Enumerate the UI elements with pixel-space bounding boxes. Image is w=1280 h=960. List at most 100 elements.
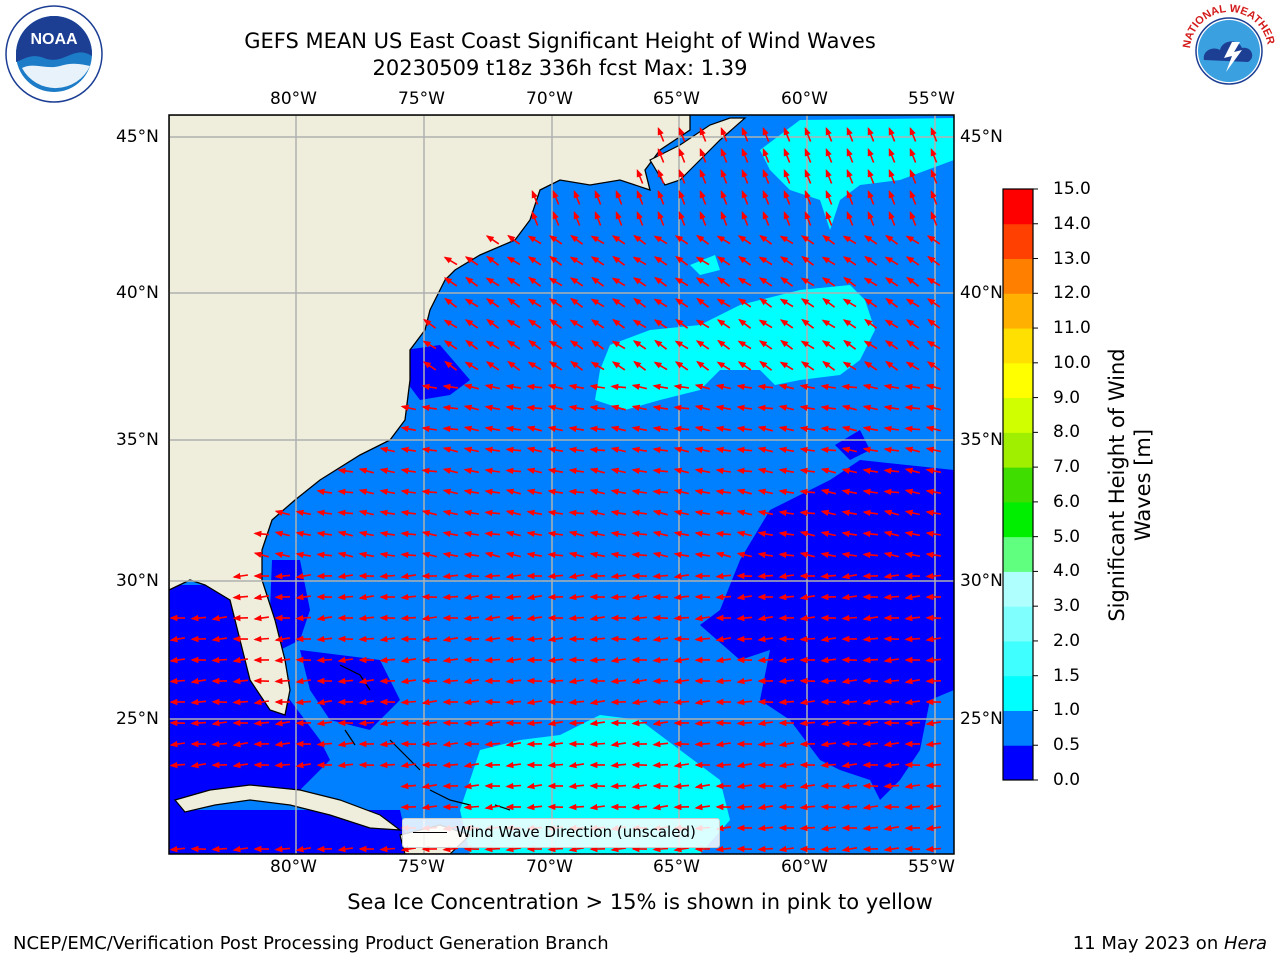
wind-wave-arrow [778, 845, 795, 853]
wind-wave-arrow [463, 551, 480, 559]
wind-wave-arrow [274, 845, 291, 853]
wind-wave-arrow [400, 509, 417, 517]
wind-wave-arrow [568, 530, 585, 537]
wind-wave-arrow [779, 256, 794, 266]
wind-wave-arrow [925, 404, 941, 411]
wind-wave-arrow [379, 572, 396, 580]
wind-wave-arrow [799, 551, 815, 558]
wind-wave-arrow [316, 509, 333, 517]
wind-wave-arrow [888, 211, 896, 226]
wind-wave-arrow [780, 339, 794, 350]
colorbar-segment [1003, 745, 1033, 781]
wind-wave-arrow [820, 425, 837, 433]
wind-wave-arrow [862, 425, 879, 433]
wind-wave-arrow [673, 467, 689, 474]
wind-wave-arrow [736, 593, 753, 601]
wind-wave-arrow [820, 488, 836, 495]
wind-wave-arrow [631, 446, 648, 454]
wind-wave-arrow [652, 803, 669, 811]
wind-wave-arrow [295, 551, 312, 559]
wind-wave-arrow [925, 509, 942, 517]
wind-wave-arrow [925, 719, 942, 727]
wind-wave-arrow [904, 803, 921, 811]
wind-wave-arrow [821, 319, 836, 329]
wind-wave-arrow [526, 446, 542, 453]
wind-wave-arrow [841, 530, 858, 538]
wind-wave-arrow [253, 551, 270, 558]
wind-wave-arrow [820, 719, 837, 727]
wind-wave-arrow [631, 593, 648, 601]
wind-wave-arrow [841, 845, 858, 853]
lon-label-bottom: 65°W [653, 857, 700, 877]
wind-wave-arrow [527, 319, 542, 329]
wind-wave-arrow [485, 235, 500, 245]
lon-label-top: 70°W [526, 89, 573, 109]
wind-wave-arrow [694, 551, 711, 559]
wind-wave-arrow [799, 509, 816, 517]
wind-wave-arrow [463, 593, 480, 601]
northeast-high-wave-region [760, 118, 954, 230]
wind-wave-arrow [548, 340, 563, 350]
wind-wave-arrow [421, 488, 438, 496]
wind-wave-arrow [783, 148, 791, 163]
wind-wave-arrow [694, 446, 710, 454]
wind-wave-arrow [505, 551, 521, 559]
wind-wave-arrow [842, 256, 857, 266]
wind-wave-arrow [716, 361, 731, 371]
wind-wave-arrow [569, 256, 584, 266]
wind-wave-arrow [232, 593, 249, 601]
wind-wave-arrow [591, 339, 605, 350]
wind-wave-arrow [484, 509, 501, 517]
wind-wave-arrow [568, 572, 585, 580]
wind-wave-arrow [673, 677, 690, 685]
wind-wave-arrow [804, 211, 812, 226]
wind-wave-arrow [547, 740, 564, 748]
wind-wave-arrow [589, 446, 606, 454]
wind-wave-arrow [442, 677, 459, 685]
wind-wave-arrow [820, 383, 837, 391]
florida-coastal-low [270, 560, 310, 650]
wind-wave-arrow [695, 340, 710, 350]
wind-wave-arrow [506, 319, 521, 329]
wind-wave-arrow [741, 148, 749, 163]
wind-wave-arrow [717, 339, 731, 350]
wind-wave-arrow [652, 446, 669, 454]
wind-wave-arrow [883, 656, 900, 664]
wind-wave-arrow [694, 530, 711, 538]
wind-wave-arrow [883, 740, 900, 748]
wind-wave-arrow [799, 719, 816, 727]
wind-wave-arrow [610, 677, 627, 685]
wind-wave-arrow [528, 339, 542, 350]
wind-wave-arrow [653, 235, 668, 245]
wind-wave-arrow [274, 677, 291, 685]
wind-wave-arrow [547, 467, 564, 475]
wind-wave-arrow [631, 677, 648, 685]
wind-wave-arrow [904, 635, 921, 643]
wind-wave-arrow [400, 530, 417, 538]
wind-wave-arrow [720, 127, 728, 142]
wind-wave-arrow [820, 656, 837, 664]
wind-wave-arrow [736, 509, 752, 516]
wind-wave-arrow [505, 698, 522, 706]
wind-wave-arrow [589, 614, 606, 622]
wind-wave-arrow [527, 298, 542, 308]
wind-wave-arrow [841, 593, 858, 601]
colorbar-tick-label: 4.0 [1053, 561, 1081, 582]
wind-wave-arrow [526, 782, 543, 790]
wind-wave-arrow [485, 298, 500, 308]
wind-wave-arrow [778, 488, 795, 496]
wind-wave-arrow [926, 277, 941, 287]
wind-wave-arrow [846, 211, 854, 226]
wind-wave-arrow [741, 127, 749, 142]
wind-wave-arrow [633, 297, 647, 308]
wind-wave-arrow [463, 614, 480, 622]
wind-wave-arrow [610, 425, 626, 432]
wind-wave-arrow [547, 404, 563, 411]
wind-wave-arrow [863, 340, 878, 350]
wind-wave-arrow [925, 425, 941, 432]
wind-wave-arrow [778, 551, 795, 559]
wind-wave-arrow [442, 425, 459, 433]
wind-wave-arrow [925, 551, 942, 559]
wind-wave-arrow [799, 425, 816, 433]
wind-wave-arrow [589, 803, 606, 811]
